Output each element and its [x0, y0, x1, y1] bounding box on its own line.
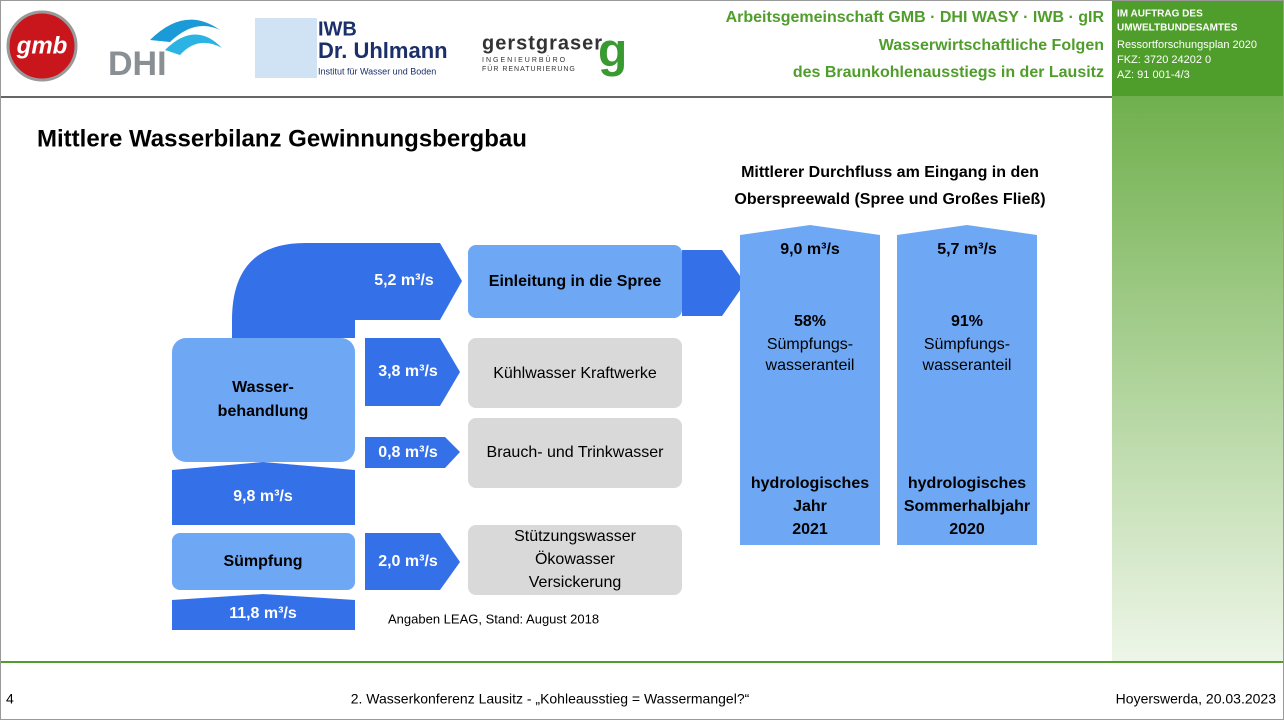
target-label: Brauch- und Trinkwasser — [487, 444, 665, 461]
gmb-text: gmb — [16, 32, 68, 59]
target-box — [468, 418, 682, 488]
dhi-wave — [150, 19, 220, 42]
footer-date: Hoyerswerda, 20.03.2023 — [1116, 691, 1277, 707]
gerstgraser-sub: FÜR RENATURIERUNG — [482, 65, 576, 73]
flow-value: 9,8 m³/s — [233, 488, 293, 505]
target-label: Ökowasser — [535, 550, 616, 568]
column-texts: 9,0 m³/s 58% Sümpfungs- wasseranteil hyd… — [751, 241, 1030, 538]
sidebar — [1112, 0, 1284, 662]
commission-box — [1112, 0, 1284, 96]
column-share-label: Sümpfungs- — [924, 336, 1010, 353]
flow-value: 11,8 m³/s — [229, 605, 297, 622]
target-box — [468, 245, 682, 318]
flow-value: 3,8 m³/s — [378, 363, 438, 380]
outflow-column — [740, 225, 880, 545]
consortium: Arbeitsgemeinschaft GMB · DHI WASY · IWB… — [726, 9, 1105, 26]
column-period: Jahr — [793, 498, 827, 515]
gmb-logo — [6, 10, 78, 82]
treatment-label: behandlung — [218, 403, 309, 420]
flow-arrow — [365, 437, 460, 468]
slide-title: Mittlere Wasserbilanz Gewinnungsbergbau — [37, 125, 527, 152]
flow-arrow — [365, 533, 460, 590]
page-number: 4 — [6, 691, 14, 707]
gerstgraser-g: g — [598, 25, 627, 78]
target-label: Einleitung in die Spree — [489, 273, 662, 290]
project-title: des Braunkohlenausstiegs in der Lausitz — [793, 64, 1104, 81]
target-box — [468, 525, 682, 595]
flow-arrow — [232, 243, 462, 338]
column-period: Sommerhalbjahr — [904, 498, 1030, 515]
footer-event: 2. Wasserkonferenz Lausitz - „Kohleausst… — [351, 691, 750, 707]
iwb-pattern — [255, 18, 317, 78]
target-box — [468, 338, 682, 408]
commission: UMWELTBUNDESAMTES — [1117, 23, 1238, 34]
column-share-label: Sümpfungs- — [767, 336, 853, 353]
commission: FKZ: 3720 24202 0 — [1117, 54, 1211, 66]
column-share: 58% — [794, 313, 826, 330]
dhi-wave — [165, 34, 222, 55]
target-label: Versickerung — [529, 574, 622, 591]
target-label: Kühlwasser Kraftwerke — [493, 365, 657, 382]
dhi-text: DHI — [108, 45, 167, 83]
iwb-text: IWB — [318, 18, 357, 40]
treatment-label: Wasser- — [232, 379, 294, 396]
flow-arrow — [682, 250, 745, 316]
treatment-box — [172, 338, 355, 462]
column-period: 2021 — [792, 521, 828, 538]
drainage-box — [172, 533, 355, 590]
column-share-label: wasseranteil — [765, 357, 855, 374]
project-title: Wasserwirtschaftliche Folgen — [879, 37, 1104, 54]
column-period: hydrologisches — [751, 475, 869, 492]
outflow-heading: Mittlerer Durchfluss am Eingang in den — [741, 164, 1039, 181]
column-share: 91% — [951, 313, 983, 330]
gerstgraser-sub: INGENIEURBÜRO — [482, 56, 567, 64]
flow-arrow — [172, 462, 355, 525]
column-share-label: wasseranteil — [922, 357, 1012, 374]
iwb-sub: Institut für Wasser und Boden — [318, 66, 436, 76]
flow-value: 2,0 m³/s — [378, 553, 438, 570]
flow-arrow — [365, 338, 460, 406]
outflow-column — [897, 225, 1037, 545]
commission: AZ: 91 001-4/3 — [1117, 69, 1190, 81]
column-period: 2020 — [949, 521, 985, 538]
iwb-name: Dr. Uhlmann — [318, 38, 448, 63]
drainage-label: Sümpfung — [223, 553, 302, 570]
flow-value: 0,8 m³/s — [378, 444, 438, 461]
column-flow: 9,0 m³/s — [780, 241, 840, 258]
outflow-heading: Oberspreewald (Spree und Großes Fließ) — [734, 191, 1045, 208]
column-flow: 5,7 m³/s — [937, 241, 997, 258]
gerstgraser-text: gerstgraser — [482, 32, 603, 54]
source-note: Angaben LEAG, Stand: August 2018 — [388, 611, 599, 626]
column-period: hydrologisches — [908, 475, 1026, 492]
commission: IM AUFTRAG DES — [1117, 9, 1203, 20]
flow-value: 5,2 m³/s — [374, 272, 434, 289]
target-label: Stützungswasser — [514, 528, 637, 545]
flow-arrow — [172, 594, 355, 630]
commission: Ressortforschungsplan 2020 — [1117, 39, 1257, 51]
